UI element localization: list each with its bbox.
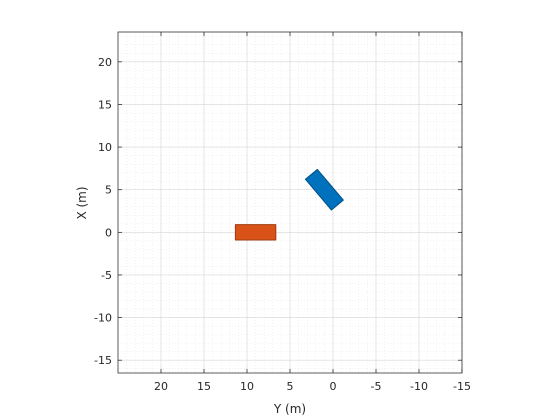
y-tick-label: -15 <box>94 354 112 367</box>
x-tick-label: -5 <box>371 380 382 393</box>
x-tick-label: 5 <box>287 380 294 393</box>
y-tick-label: 15 <box>98 98 112 111</box>
y-tick-label: 10 <box>98 141 112 154</box>
x-tick-label: 15 <box>197 380 211 393</box>
vehicle-shape-2 <box>304 168 344 211</box>
data-shapes <box>234 168 344 241</box>
y-tick-label: 20 <box>98 56 112 69</box>
x-tick-label: 10 <box>240 380 254 393</box>
x-axis-label: Y (m) <box>273 402 306 416</box>
x-tick-label: 0 <box>330 380 337 393</box>
axis-ticks <box>118 32 463 373</box>
tick-labels: 20 15 10 5 0 -5 -10 -15 20 15 10 5 0 -5 -10 -15 <box>94 56 471 393</box>
y-tick-label: 5 <box>105 184 112 197</box>
x-tick-label: -15 <box>453 380 471 393</box>
vehicle-shape-1 <box>234 224 277 241</box>
y-axis-label: X (m) <box>75 186 89 219</box>
x-tick-label: 20 <box>154 380 168 393</box>
x-tick-label: -10 <box>410 380 428 393</box>
y-tick-label: 0 <box>105 226 112 239</box>
y-tick-label: -5 <box>101 269 112 282</box>
y-tick-label: -10 <box>94 312 112 325</box>
